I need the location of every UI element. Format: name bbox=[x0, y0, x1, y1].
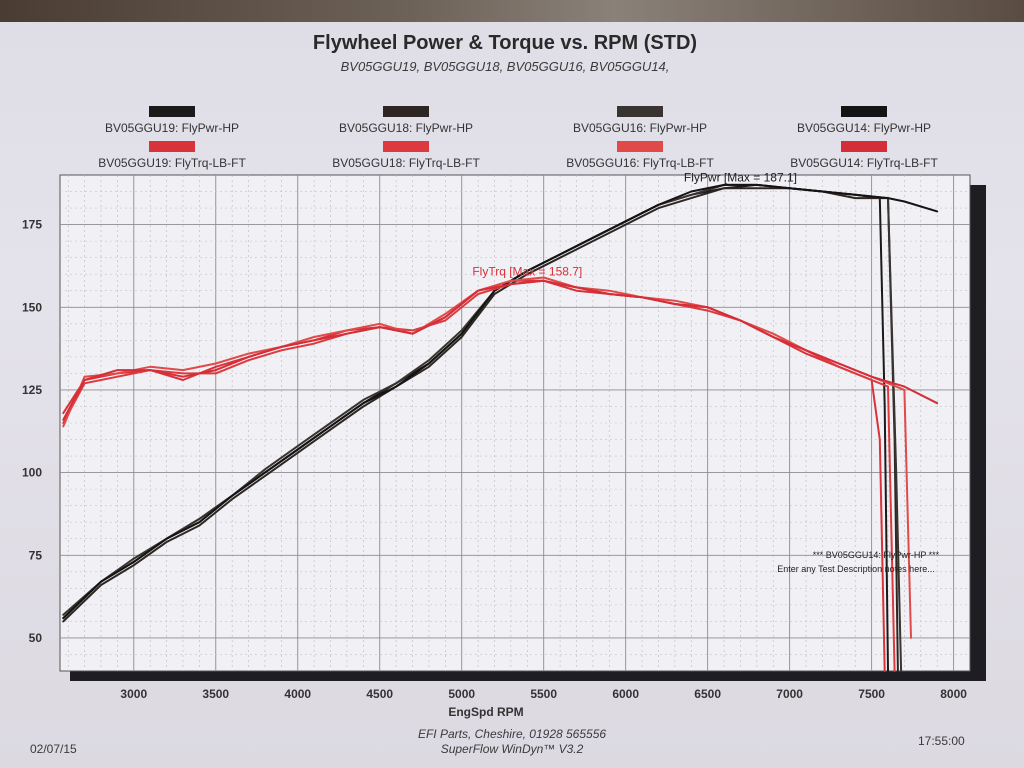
legend-item-power-16: BV05GGU16: FlyPwr-HP bbox=[530, 106, 750, 135]
chart-title: Flywheel Power & Torque vs. RPM (STD) bbox=[312, 32, 698, 54]
chart-subtitle: BV05GGU19, BV05GGU18, BV05GGU16, BV05GGU… bbox=[340, 59, 670, 74]
legend-label: BV05GGU19: FlyPwr-HP bbox=[104, 121, 240, 135]
legend-swatch bbox=[617, 106, 663, 117]
legend-swatch bbox=[383, 106, 429, 117]
y-tick-label: 75 bbox=[29, 548, 43, 562]
print-date: 02/07/15 bbox=[30, 742, 77, 756]
legend-label: BV05GGU19: FlyTrq-LB-FT bbox=[98, 156, 246, 170]
x-tick-label: 4500 bbox=[366, 687, 393, 701]
x-tick-label: 7500 bbox=[858, 687, 885, 701]
x-tick-label: 8000 bbox=[940, 687, 967, 701]
legend-item-torque-14: BV05GGU14: FlyTrq-LB-FT bbox=[754, 141, 974, 170]
legend-item-torque-16: BV05GGU16: FlyTrq-LB-FT bbox=[530, 141, 750, 170]
legend-label: BV05GGU16: FlyPwr-HP bbox=[572, 121, 708, 135]
legend-item-power-14: BV05GGU14: FlyPwr-HP bbox=[754, 106, 974, 135]
x-tick-label: 5000 bbox=[448, 687, 475, 701]
x-tick-label: 4000 bbox=[284, 687, 311, 701]
y-tick-label: 150 bbox=[22, 300, 42, 314]
print-time: 17:55:00 bbox=[918, 734, 965, 748]
tick-labels: 3000 3500 4000 4500 5000 5500 6000 6500 7000 7500… bbox=[22, 218, 967, 701]
test-note-description: Enter any Test Description notes here... bbox=[777, 564, 934, 574]
x-tick-label: 7000 bbox=[776, 687, 803, 701]
legend-item-power-19: BV05GGU19: FlyPwr-HP bbox=[62, 106, 282, 135]
x-tick-label: 6000 bbox=[612, 687, 639, 701]
grid-layer bbox=[60, 175, 970, 671]
x-tick-label: 5500 bbox=[530, 687, 557, 701]
legend-swatch bbox=[383, 141, 429, 152]
test-note-title: *** BV05GGU14: FlyPwr-HP *** bbox=[813, 550, 940, 560]
legend-swatch bbox=[841, 141, 887, 152]
x-axis-label: EngSpd RPM bbox=[448, 705, 523, 719]
legend-swatch bbox=[149, 106, 195, 117]
legend-swatch bbox=[149, 141, 195, 152]
x-tick-label: 3500 bbox=[202, 687, 229, 701]
legend-label: BV05GGU18: FlyTrq-LB-FT bbox=[332, 156, 480, 170]
y-tick-label: 125 bbox=[22, 383, 42, 397]
company-line: EFI Parts, Cheshire, 01928 565556 bbox=[417, 727, 607, 741]
annotation-layer: FlyPwr [Max = 187.1] FlyTrq [Max = 158.7]… bbox=[472, 171, 939, 574]
legend-item-torque-19: BV05GGU19: FlyTrq-LB-FT bbox=[62, 141, 282, 170]
legend-swatch bbox=[841, 106, 887, 117]
legend-item-torque-18: BV05GGU18: FlyTrq-LB-FT bbox=[296, 141, 516, 170]
power-max-annotation: FlyPwr [Max = 187.1] bbox=[684, 171, 797, 185]
y-tick-label: 50 bbox=[29, 631, 43, 645]
torque-max-annotation: FlyTrq [Max = 158.7] bbox=[472, 264, 582, 278]
legend-item-power-18: BV05GGU18: FlyPwr-HP bbox=[296, 106, 516, 135]
y-tick-label: 100 bbox=[22, 466, 42, 480]
series-layer bbox=[62, 183, 939, 672]
series-line-7 bbox=[62, 276, 912, 639]
software-line: SuperFlow WinDyn™ V3.2 bbox=[440, 742, 584, 756]
x-tick-label: 6500 bbox=[694, 687, 721, 701]
legend-label: BV05GGU16: FlyTrq-LB-FT bbox=[566, 156, 714, 170]
legend-swatch bbox=[617, 141, 663, 152]
legend-label: BV05GGU18: FlyPwr-HP bbox=[338, 121, 474, 135]
legend-label: BV05GGU14: FlyPwr-HP bbox=[796, 121, 932, 135]
y-tick-label: 175 bbox=[22, 218, 42, 232]
legend-label: BV05GGU14: FlyTrq-LB-FT bbox=[790, 156, 938, 170]
series-line-8 bbox=[62, 279, 939, 421]
x-tick-label: 3000 bbox=[120, 687, 147, 701]
